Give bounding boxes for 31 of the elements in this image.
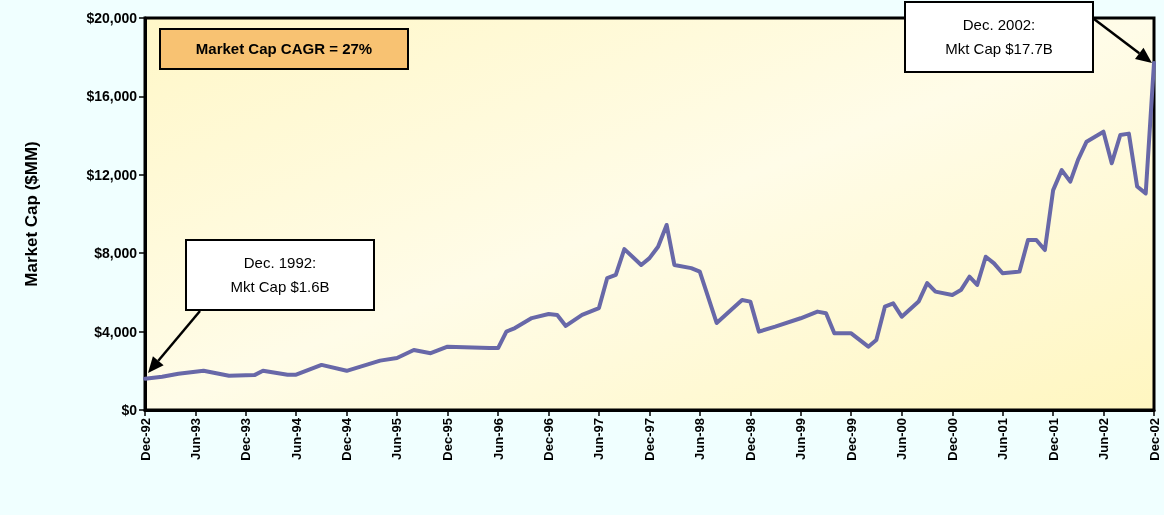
x-tick-label: Jun-93 [187, 418, 203, 460]
x-tick-label: Dec-01 [1045, 418, 1061, 461]
x-tick-label: Dec-92 [137, 418, 153, 461]
x-tick-label: Dec-94 [339, 417, 355, 461]
x-tick-label: Jun-00 [894, 418, 910, 460]
y-tick-label: $0 [121, 402, 138, 418]
x-tick-label: Dec-96 [541, 418, 557, 461]
x-tick-label: Dec-95 [440, 418, 456, 461]
x-tick-label: Dec-02 [1146, 418, 1162, 461]
x-tick-label: Jun-99 [793, 418, 809, 460]
y-tick-label: $12,000 [86, 166, 138, 183]
callout-box: Dec. 2002: Mkt Cap $17.7B [904, 1, 1094, 74]
y-tick-label: $20,000 [86, 10, 138, 26]
x-tick-label: Dec-93 [238, 418, 254, 461]
x-tick-label: Jun-97 [591, 418, 607, 460]
callout-box: Dec. 1992: Mkt Cap $1.6B [185, 238, 375, 311]
x-tick-label: Jun-01 [995, 418, 1011, 460]
y-axis-title: Market Cap ($MM) [22, 141, 41, 287]
y-tick-label: $16,000 [86, 88, 138, 105]
x-tick-label: Dec-99 [843, 418, 859, 461]
x-tick-label: Dec-98 [742, 418, 758, 461]
x-tick-label: Dec-97 [642, 418, 657, 461]
x-tick-label: Dec-00 [944, 418, 960, 461]
x-tick-label: Jun-96 [490, 418, 506, 460]
y-tick-label: $8,000 [94, 245, 138, 262]
x-tick-label: Jun-94 [288, 417, 304, 460]
x-tick-label: Jun-02 [1095, 418, 1111, 460]
x-tick-label: Jun-98 [692, 418, 708, 460]
y-tick-label: $4,000 [94, 323, 138, 340]
x-tick-label: Jun-95 [389, 418, 405, 460]
note-box: Market Cap CAGR = 27% [159, 28, 409, 70]
